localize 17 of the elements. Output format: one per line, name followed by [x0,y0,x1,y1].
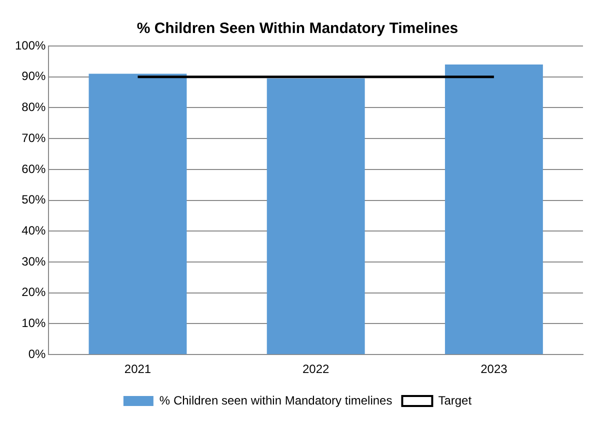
x-tick-label: 2022 [302,362,330,376]
legend-label: Target [438,393,472,408]
y-tick-label: 30% [22,254,46,268]
legend-label: % Children seen within Mandatory timelines [159,393,392,408]
y-tick-label: 70% [22,130,46,145]
y-tick-label: 10% [22,316,46,330]
y-tick-label: 80% [22,100,46,114]
y-tick-label: 40% [22,223,46,238]
y-tick-label: 90% [22,69,46,84]
y-tick-label: 20% [22,285,46,300]
y-tick-label: 100% [14,38,46,52]
y-tick-label: 60% [22,162,46,176]
chart-title: % Children Seen Within Mandatory Timelines [136,20,458,38]
y-tick-label: 0% [28,346,46,361]
x-tick-label: 2023 [480,362,508,376]
y-tick-label: 50% [22,192,46,207]
x-tick-label: 2021 [124,362,152,376]
